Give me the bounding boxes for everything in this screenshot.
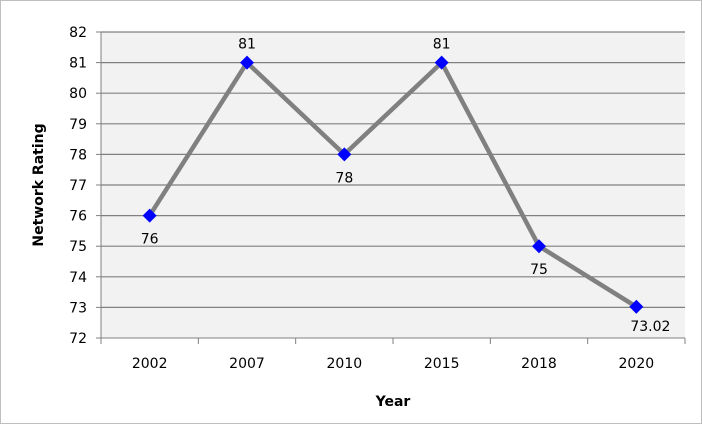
axes: [96, 31, 686, 344]
series-group: [142, 55, 644, 314]
x-tick-labels: 2002 2007 2010 2015 2018 2020: [132, 356, 654, 372]
y-tick-label: 76: [69, 209, 87, 225]
gridlines: [101, 31, 685, 308]
series-line: [147, 60, 638, 309]
data-label: 75: [530, 262, 548, 278]
y-tick-label: 79: [69, 117, 87, 133]
x-tick-label: 2020: [619, 356, 655, 372]
y-tick-label: 82: [69, 25, 87, 41]
y-tick-label: 72: [69, 331, 87, 347]
y-tick-label: 78: [69, 147, 87, 163]
x-tick-label: 2018: [521, 356, 557, 372]
y-tick-label: 80: [69, 86, 87, 102]
data-labels: 76 81 78 81 75 73.02: [141, 37, 671, 335]
x-tick-label: 2002: [132, 356, 168, 372]
data-point: [532, 239, 546, 254]
data-point: [240, 55, 254, 70]
data-label: 76: [141, 232, 159, 248]
y-tick-label: 77: [69, 178, 87, 194]
data-label: 78: [335, 170, 353, 186]
y-axis-title: Network Rating: [31, 123, 47, 246]
data-label: 81: [238, 37, 256, 53]
data-label: 81: [433, 37, 451, 53]
data-point: [629, 299, 644, 314]
y-tick-label: 81: [69, 56, 87, 72]
x-tick-label: 2015: [424, 356, 460, 372]
y-tick-label: 73: [69, 300, 87, 316]
data-point: [434, 55, 449, 70]
x-tick-label: 2010: [327, 356, 363, 372]
x-tick-label: 2007: [229, 356, 265, 372]
y-tick-label: 75: [69, 239, 87, 255]
data-label: 73.02: [630, 319, 670, 335]
y-tick-labels: 72 73 74 75 76 77 78 79 80 81 82: [69, 25, 87, 347]
data-point: [337, 147, 352, 162]
y-tick-label: 74: [69, 270, 87, 286]
data-point: [142, 208, 157, 223]
x-axis-title: Year: [375, 394, 411, 410]
